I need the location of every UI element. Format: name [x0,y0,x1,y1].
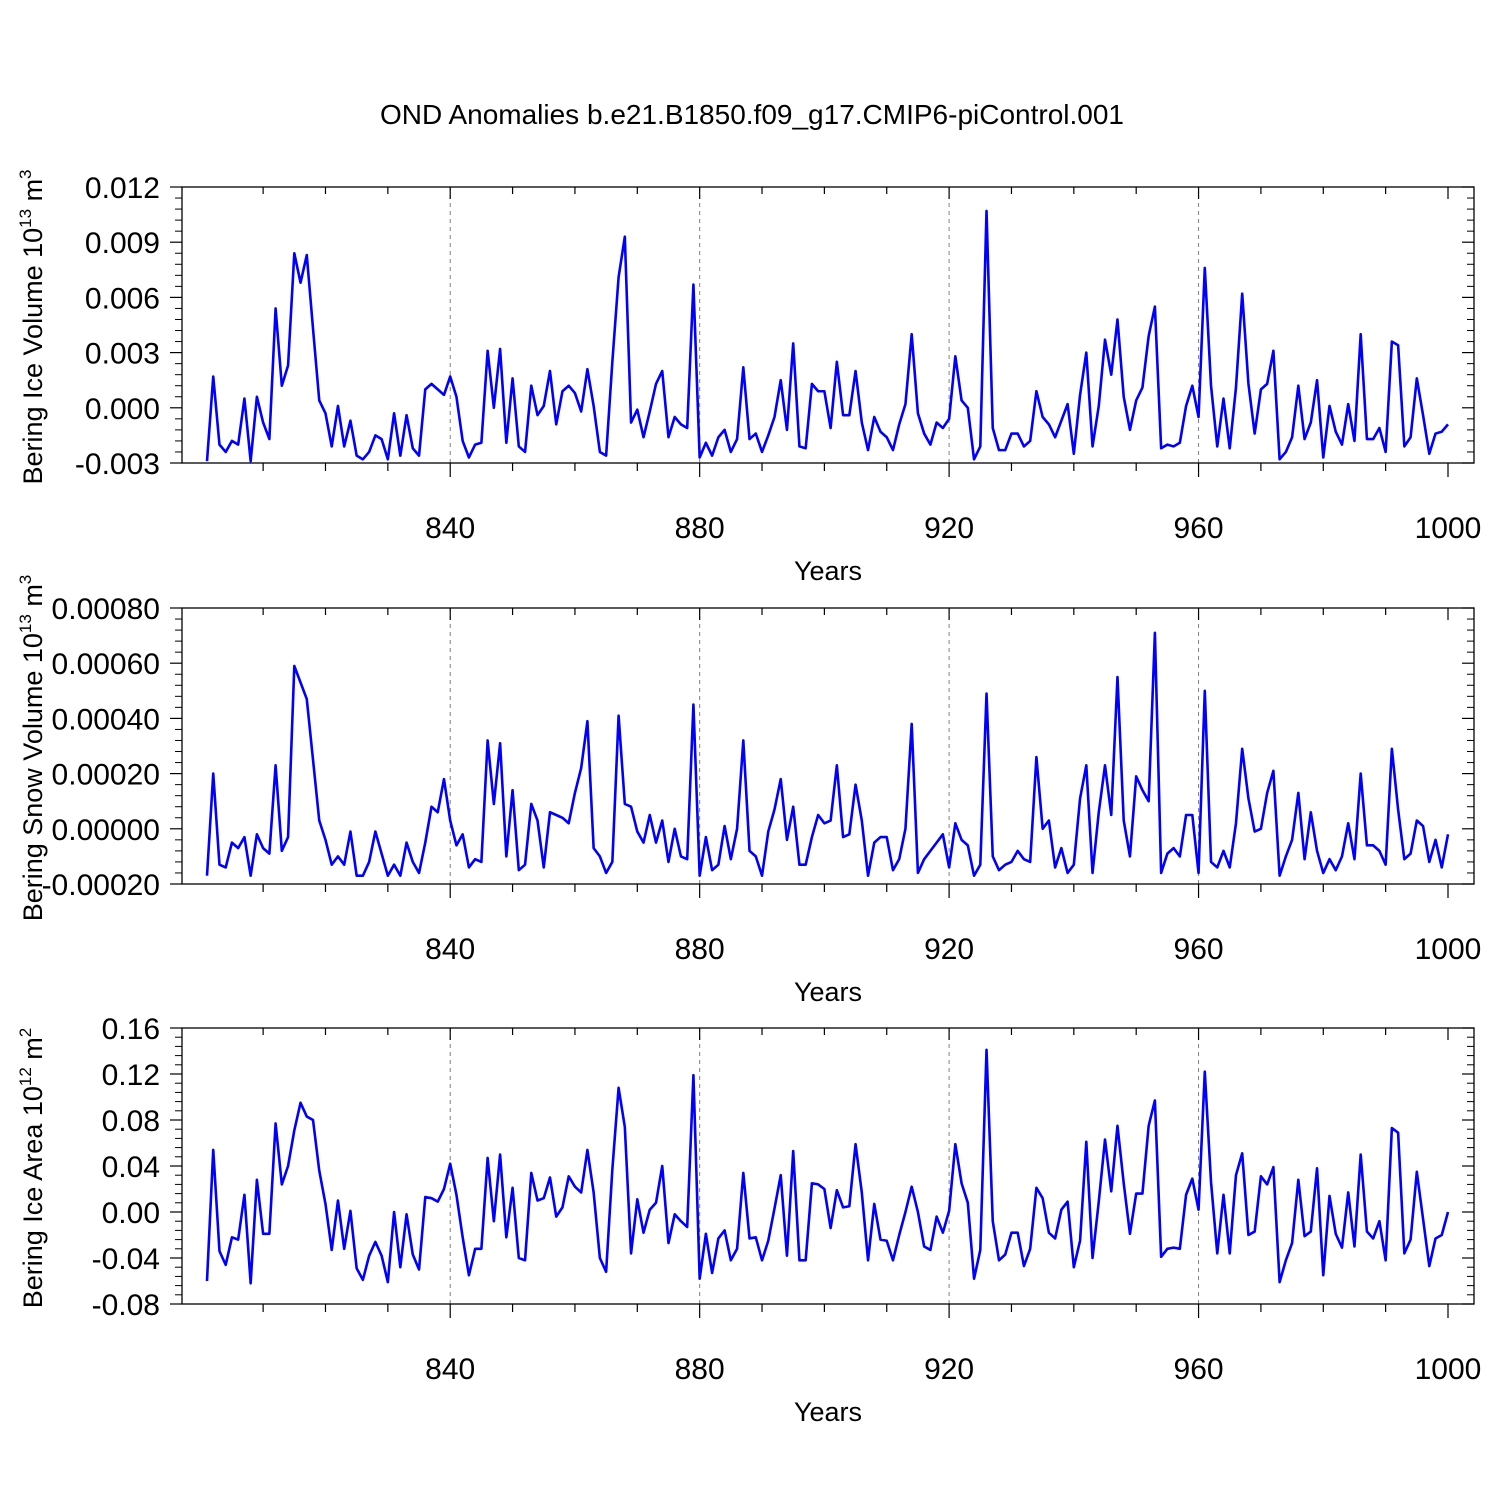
x-tick-label: 840 [425,1353,475,1386]
x-tick-label: 840 [425,512,475,545]
y-tick-label: -0.00020 [42,869,160,902]
panel-3: 840 880 920 960 1000 -0.08 -0.04 0.00 0.04 0.08 0.… [16,1013,1481,1427]
x-axis-label: Years [794,977,862,1007]
series-line-1 [205,631,1450,878]
y-tick-label: 0.00 [102,1197,160,1230]
y-tick-label: 0.00020 [52,759,160,792]
x-tick-label: 960 [1174,512,1224,545]
x-tick-label: 960 [1174,933,1224,966]
y-axis-label: Bering Ice Area 1012 m2 [16,1028,48,1309]
x-tick-label: 920 [924,1353,974,1386]
x-tick-label: 1000 [1415,1353,1482,1386]
y-tick-label: -0.003 [75,448,160,481]
y-tick-label: 0.08 [102,1105,160,1138]
x-tick-label: 1000 [1415,512,1482,545]
figure-title: OND Anomalies b.e21.B1850.f09_g17.CMIP6-… [380,99,1124,130]
y-tick-label: 0.16 [102,1013,160,1046]
x-tick-label: 880 [675,933,725,966]
x-tick-label: 920 [924,512,974,545]
y-axis-label: Bering Ice Volume 1013 m3 [16,169,48,484]
y-tick-label: 0.006 [85,282,160,315]
y-tick-label: 0.00060 [52,648,160,681]
y-tick-label: 0.003 [85,338,160,371]
x-axis-label: Years [794,556,862,586]
series-line-1 [205,1048,1450,1285]
panels: 840 880 920 960 1000 -0.003 0.000 0.003 0.006 0.0… [16,169,1481,1427]
y-tick-label: 0.12 [102,1059,160,1092]
y-tick-label: 0.00040 [52,703,160,736]
x-tick-label: 1000 [1415,933,1482,966]
x-tick-label: 880 [675,1353,725,1386]
plot-frame [181,186,1475,464]
x-tick-label: 960 [1174,1353,1224,1386]
y-tick-label: 0.00000 [52,814,160,847]
y-tick-label: 0.04 [102,1151,160,1184]
series-line-1 [205,209,1449,463]
x-axis-label: Years [794,1397,862,1427]
y-tick-label: 0.000 [85,393,160,426]
x-tick-label: 920 [924,933,974,966]
panel-1: 840 880 920 960 1000 -0.003 0.000 0.003 0.006 0.0… [16,169,1481,586]
y-tick-label: 0.00080 [52,593,160,626]
x-tick-label: 880 [675,512,725,545]
plot-frame [181,607,1475,885]
x-tick-label: 840 [425,933,475,966]
panel-2: 840 880 920 960 1000 -0.00020 0.00000 0.00020 0.… [16,575,1481,1007]
plot-frame [181,1027,1475,1305]
y-tick-label: -0.08 [92,1289,160,1322]
y-tick-label: 0.012 [85,172,160,205]
y-tick-label: 0.009 [85,227,160,260]
y-axis-label: Bering Snow Volume 1013 m3 [16,575,48,922]
y-tick-label: -0.04 [92,1243,160,1276]
